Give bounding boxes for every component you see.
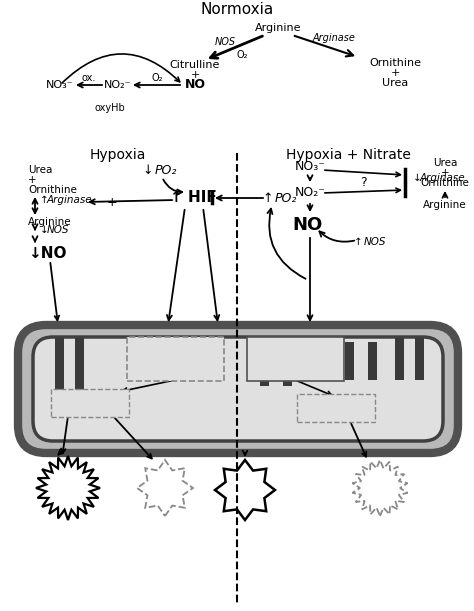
Text: NO₃⁻: NO₃⁻ <box>46 80 74 90</box>
Text: Urea: Urea <box>382 78 408 88</box>
Bar <box>368 342 377 380</box>
Text: Arginine: Arginine <box>28 217 72 227</box>
Text: NOS: NOS <box>47 225 70 235</box>
Text: ↓: ↓ <box>143 164 153 177</box>
Text: ↓ATP: ↓ATP <box>148 481 182 494</box>
Text: +: + <box>107 196 117 208</box>
Text: PO₂: PO₂ <box>155 164 177 177</box>
Text: oxyHb: oxyHb <box>95 103 126 113</box>
Bar <box>75 338 84 390</box>
Text: NO: NO <box>184 78 206 92</box>
Text: NO₃⁻: NO₃⁻ <box>294 161 326 174</box>
Text: Hypoxia + Nitrate: Hypoxia + Nitrate <box>285 148 410 162</box>
FancyBboxPatch shape <box>51 389 129 417</box>
Text: PO₂: PO₂ <box>275 191 297 205</box>
FancyBboxPatch shape <box>247 337 344 381</box>
Text: ↑ HIF: ↑ HIF <box>170 191 216 205</box>
Polygon shape <box>215 460 275 520</box>
Text: ↑ROS: ↑ROS <box>48 481 88 494</box>
Text: Urea: Urea <box>433 158 457 168</box>
Text: ↓ ETC: ↓ ETC <box>159 345 191 355</box>
Text: ↓NO: ↓NO <box>28 246 66 260</box>
Text: NO₂⁻: NO₂⁻ <box>104 80 132 90</box>
FancyBboxPatch shape <box>33 337 443 441</box>
Text: Arginase: Arginase <box>420 173 465 183</box>
Bar <box>160 338 169 380</box>
Text: NOS: NOS <box>214 37 236 47</box>
Text: Normal ETC: Normal ETC <box>264 345 325 355</box>
Bar <box>415 338 424 380</box>
Bar <box>55 338 64 390</box>
Text: Normoxia: Normoxia <box>201 2 273 18</box>
Text: Hypoxia: Hypoxia <box>90 148 146 162</box>
Text: +: + <box>28 175 36 185</box>
Bar <box>260 338 269 386</box>
Text: ox.: ox. <box>82 73 96 83</box>
Text: NOS: NOS <box>364 237 386 247</box>
Text: ↑: ↑ <box>263 191 273 205</box>
Text: Arginine: Arginine <box>255 23 301 33</box>
Text: Citrulline: Citrulline <box>170 60 220 70</box>
Text: O₂: O₂ <box>151 73 163 83</box>
Text: complexes: complexes <box>267 356 323 366</box>
Polygon shape <box>353 460 408 516</box>
Text: ↑: ↑ <box>354 237 363 247</box>
Bar <box>183 342 192 380</box>
Polygon shape <box>137 460 193 516</box>
Text: ↓ROS: ↓ROS <box>362 481 399 494</box>
Text: Arginase: Arginase <box>47 195 92 205</box>
Text: ↓ e⁻ flow: ↓ e⁻ flow <box>65 395 114 405</box>
Text: O₂: O₂ <box>236 50 248 60</box>
Bar <box>283 338 292 386</box>
FancyBboxPatch shape <box>18 325 458 453</box>
FancyBboxPatch shape <box>127 337 224 381</box>
Text: Ornithine: Ornithine <box>28 185 77 195</box>
Text: ↓: ↓ <box>413 173 422 183</box>
Text: ↓: ↓ <box>40 225 49 235</box>
Polygon shape <box>36 456 100 520</box>
Bar <box>395 338 404 380</box>
Bar <box>345 342 354 380</box>
Text: NO: NO <box>293 216 323 234</box>
Text: +: + <box>191 70 200 80</box>
Text: Urea: Urea <box>28 165 52 175</box>
Text: Arginine: Arginine <box>423 200 467 210</box>
Text: +: + <box>390 68 400 78</box>
Text: Ornithine: Ornithine <box>369 58 421 68</box>
FancyBboxPatch shape <box>297 394 375 422</box>
Text: Ornithine: Ornithine <box>420 178 469 188</box>
Text: +: + <box>441 168 449 178</box>
Text: NO₂⁻: NO₂⁻ <box>294 186 326 200</box>
Text: Arginase: Arginase <box>312 33 356 43</box>
Text: ↑ATP: ↑ATP <box>224 483 265 497</box>
Text: ↓ e⁻ leak: ↓ e⁻ leak <box>311 400 361 410</box>
Text: complexes: complexes <box>147 356 203 366</box>
Text: ↑: ↑ <box>40 195 49 205</box>
Text: ?: ? <box>360 177 366 189</box>
